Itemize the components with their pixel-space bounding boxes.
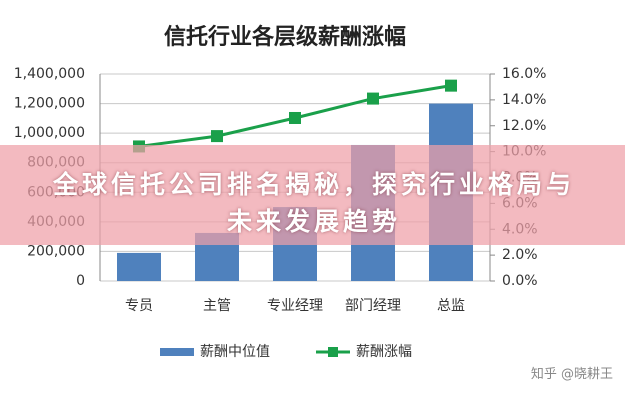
- y2-tick-label: 0.0%: [502, 273, 538, 289]
- chart-title: 信托行业各层级薪酬涨幅: [164, 24, 406, 50]
- legend-swatch: [328, 347, 338, 357]
- marker: [445, 79, 457, 92]
- marker: [289, 111, 301, 124]
- marker: [211, 130, 223, 143]
- bar: [117, 252, 161, 281]
- x-tick-label: 专员: [125, 298, 153, 314]
- y2-tick-label: 12.0%: [502, 118, 546, 134]
- y2-tick-label: 16.0%: [502, 66, 546, 82]
- watermark: 知乎 @晓耕王: [530, 367, 613, 382]
- x-tick-label: 部门经理: [345, 298, 401, 314]
- y-tick-label: 0: [76, 273, 85, 289]
- y2-tick-label: 14.0%: [502, 92, 546, 108]
- legend-label: 薪酬中位值: [200, 344, 270, 360]
- headline: 全球信托公司排名揭秘，探究行业格局与未来发展趋势: [52, 170, 575, 236]
- marker: [367, 92, 379, 105]
- y2-tick-label: 2.0%: [502, 247, 538, 263]
- x-tick-label: 总监: [437, 298, 465, 314]
- legend-label: 薪酬涨幅: [356, 344, 412, 360]
- banner: [0, 145, 625, 245]
- y-tick-label: 1,000,000: [14, 125, 85, 141]
- x-tick-label: 专业经理: [267, 298, 323, 314]
- y-tick-label: 200,000: [27, 243, 85, 259]
- x-tick-label: 主管: [203, 298, 231, 314]
- y-tick-label: 1,200,000: [14, 96, 85, 112]
- y-tick-label: 1,400,000: [14, 66, 85, 82]
- legend-swatch: [160, 348, 194, 356]
